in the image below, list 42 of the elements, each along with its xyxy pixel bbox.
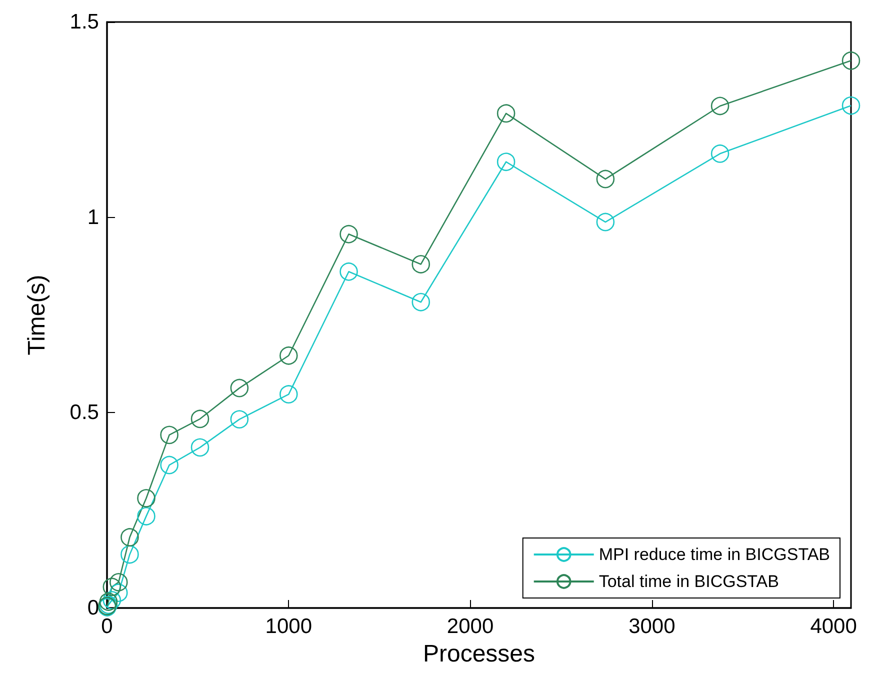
point [102, 591, 122, 610]
point [412, 255, 430, 274]
point [120, 545, 139, 564]
point [109, 573, 128, 592]
point [120, 528, 139, 546]
x-axis-title: Processes [422, 640, 536, 668]
point [710, 144, 730, 163]
point [102, 578, 122, 596]
point [340, 262, 358, 281]
x-tick-label: 1000 [265, 615, 312, 638]
point [596, 170, 615, 188]
y-tick-label: 0.5 [70, 401, 99, 424]
point [842, 96, 860, 115]
point [137, 507, 156, 526]
point [710, 96, 730, 116]
point [340, 224, 358, 244]
legend-label: MPI reduce time in BICGSTAB [598, 545, 830, 564]
y-tick-label: 1.5 [70, 10, 99, 34]
point [109, 584, 128, 602]
y-axis-title: Time(s) [24, 274, 50, 356]
point [496, 152, 516, 172]
point [230, 378, 249, 398]
point [160, 456, 178, 474]
point [280, 385, 298, 404]
x-tick-label: 4000 [810, 615, 857, 638]
x-tick-label: 2000 [446, 615, 494, 638]
point [137, 489, 156, 508]
point [190, 410, 210, 428]
legend-label: Total time in BICGSTAB [598, 572, 779, 591]
point [842, 52, 860, 70]
point [190, 438, 210, 457]
point [412, 292, 430, 312]
point [160, 426, 178, 444]
point [596, 212, 615, 232]
point [230, 410, 249, 428]
y-tick-label: 1 [87, 206, 99, 229]
x-tick-label: 3000 [628, 615, 676, 638]
point [496, 104, 516, 123]
x-tick-label: 0 [101, 615, 113, 638]
point [280, 346, 298, 365]
point [99, 592, 118, 611]
y-tick-label: 0 [87, 596, 99, 620]
